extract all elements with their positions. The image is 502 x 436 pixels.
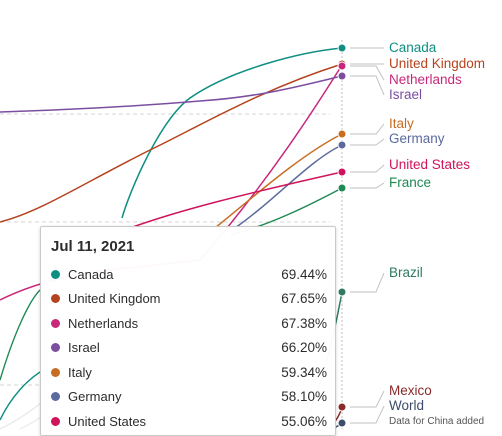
series-line-israel	[0, 75, 343, 113]
tooltip-date: Jul 11, 2021	[51, 238, 135, 255]
label-connector	[350, 405, 385, 424]
tooltip-row-netherlands: Netherlands 67.38%	[51, 311, 327, 336]
tooltip-color-dot	[51, 392, 60, 402]
tooltip-color-dot	[51, 318, 60, 328]
label-connector	[350, 390, 385, 408]
end-label-netherlands: Netherlands	[389, 72, 462, 87]
end-dot-france	[337, 183, 347, 193]
tooltip-series-name: Israel	[68, 340, 100, 356]
hover-tooltip: Jul 11, 2021 Canada 69.44% United Kingdom 6…	[40, 226, 336, 436]
tooltip-color-dot	[51, 416, 60, 426]
tooltip-series-name: Italy	[68, 364, 92, 380]
tooltip-color-dot	[51, 343, 60, 353]
label-connector	[350, 138, 385, 146]
end-label-israel: Israel	[389, 87, 422, 102]
label-connector	[350, 272, 385, 293]
series-line-united-states	[129, 171, 343, 229]
label-connector	[350, 65, 385, 81]
end-dot-canada	[337, 43, 347, 53]
end-dot-mexico	[337, 402, 347, 412]
end-label-canada: Canada	[389, 40, 437, 55]
end-label-germany: Germany	[389, 131, 445, 146]
series-end-dots	[337, 43, 347, 428]
tooltip-row-united-states: United States 55.06%	[51, 409, 327, 434]
end-label-france: France	[389, 175, 431, 190]
end-label-brazil: Brazil	[389, 265, 423, 280]
tooltip-color-dot	[51, 294, 60, 304]
series-line-canada-early	[0, 371, 41, 421]
end-label-united-kingdom: United Kingdom	[389, 56, 485, 71]
tooltip-series-value: 55.06%	[281, 413, 327, 429]
tooltip-series-value: 59.34%	[281, 364, 327, 380]
annotation-china: Data for China added	[389, 416, 484, 427]
end-dot-israel	[337, 71, 347, 81]
end-dot-germany	[337, 140, 347, 150]
tooltip-row-israel: Israel 66.20%	[51, 336, 327, 361]
tooltip-series-name: United States	[68, 413, 147, 429]
tooltip-row-italy: Italy 59.34%	[51, 360, 327, 385]
label-connector	[350, 123, 385, 135]
tooltip-color-dot	[51, 367, 60, 377]
tooltip-series-name: Canada	[68, 266, 114, 282]
series-line-italy	[214, 133, 343, 229]
end-label-world: World	[389, 398, 424, 413]
tooltip-rows: Canada 69.44% United Kingdom 67.65% Netherla…	[51, 262, 327, 434]
series-line-canada	[121, 47, 343, 219]
end-label-united-states: United States	[389, 157, 470, 172]
end-dot-brazil	[337, 287, 347, 297]
series-line-germany	[234, 144, 343, 229]
series-line-france-early	[0, 289, 41, 381]
tooltip-series-name: Netherlands	[68, 315, 139, 331]
end-label-mexico: Mexico	[389, 383, 432, 398]
end-label-italy: Italy	[389, 116, 414, 131]
tooltip-row-germany: Germany 58.10%	[51, 385, 327, 410]
tooltip-series-value: 69.44%	[281, 266, 327, 282]
tooltip-series-value: 67.38%	[281, 315, 327, 331]
tooltip-series-name: United Kingdom	[68, 291, 161, 307]
label-connector	[350, 75, 385, 96]
label-connector	[350, 182, 385, 189]
tooltip-series-value: 66.20%	[281, 340, 327, 356]
end-dot-netherlands	[337, 61, 347, 71]
tooltip-row-united-kingdom: United Kingdom 67.65%	[51, 287, 327, 312]
tooltip-series-value: 67.65%	[281, 291, 327, 307]
end-dot-world	[337, 418, 347, 428]
end-dot-italy	[337, 129, 347, 139]
label-connector	[350, 164, 385, 173]
series-line-united-kingdom	[0, 63, 343, 223]
tooltip-series-name: Germany	[68, 389, 122, 405]
end-dot-united-states	[337, 167, 347, 177]
tooltip-color-dot	[51, 269, 60, 279]
tooltip-row-canada: Canada 69.44%	[51, 262, 327, 287]
tooltip-series-value: 58.10%	[281, 389, 327, 405]
